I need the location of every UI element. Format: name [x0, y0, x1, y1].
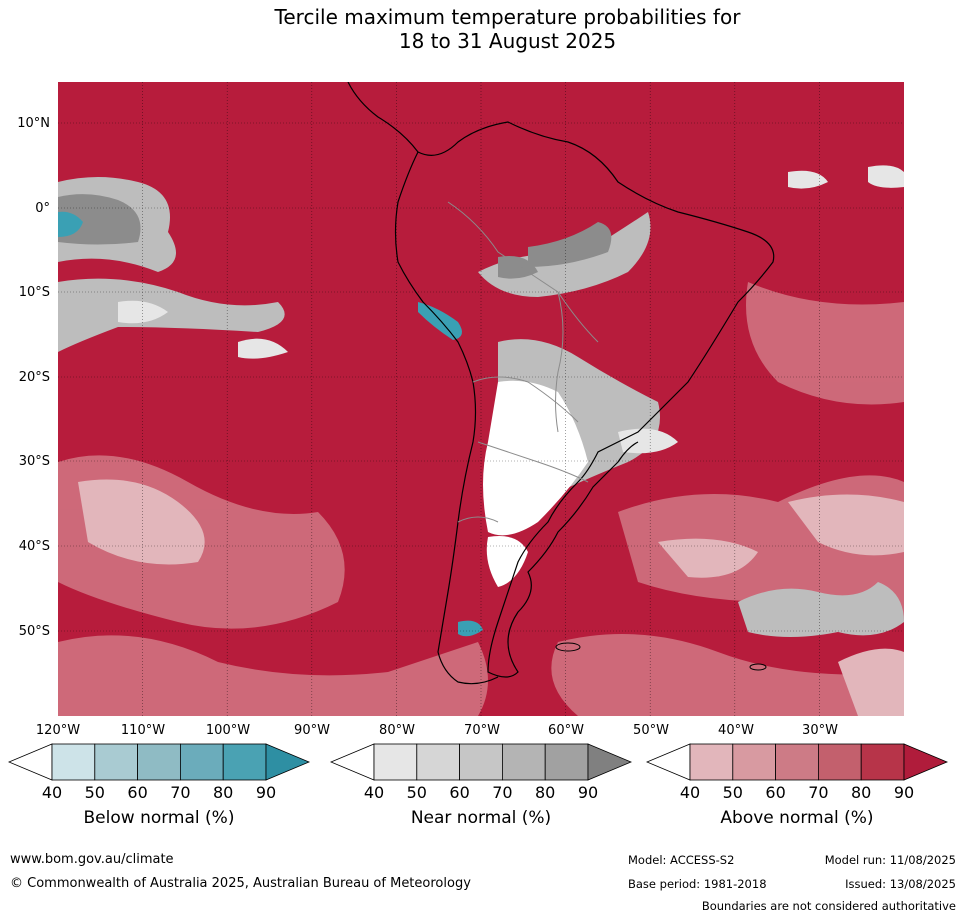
footer-copyright: © Commonwealth of Australia 2025, Austra…	[10, 876, 471, 891]
lat-label-40s: 40°S	[18, 539, 50, 554]
colorbar-segment	[544, 743, 589, 781]
footer-issued: Issued: 13/08/2025	[845, 877, 956, 891]
colorbar-segment	[416, 743, 461, 781]
colorbar-segment	[373, 743, 418, 781]
colorbar-tick-label: 60	[449, 783, 470, 802]
lon-label-90w: 90°W	[294, 723, 330, 738]
colorbar-tick-label: 90	[577, 783, 599, 802]
lat-label-0: 0°	[35, 201, 50, 216]
footer-disclaimer: Boundaries are not considered authoritat…	[701, 899, 956, 913]
lon-label-100w: 100°W	[205, 723, 251, 738]
colorbar-segment	[732, 743, 777, 781]
map-title: Tercile maximum temperature probabilitie…	[0, 5, 965, 53]
colorbar-extend-low	[646, 743, 691, 781]
colorbar-tick-label: 80	[535, 783, 556, 802]
title-line-2: 18 to 31 August 2025	[398, 29, 617, 53]
footer-website: www.bom.gov.au/climate	[10, 852, 174, 867]
colorbar-segment	[51, 743, 96, 781]
lat-label-10n: 10°N	[17, 116, 50, 131]
colorbar-segment	[501, 743, 546, 781]
near-normal-caption: Near normal (%)	[410, 808, 552, 828]
lat-label-10s: 10°S	[18, 285, 50, 300]
colorbar-tick-label: 90	[255, 783, 277, 802]
below-normal-colorbar	[8, 743, 310, 781]
white-regions	[483, 380, 588, 587]
colorbar-segment	[860, 743, 905, 781]
lat-label-30s: 30°S	[18, 454, 50, 469]
colorbar-segment	[775, 743, 819, 781]
graticule	[58, 82, 904, 716]
colorbar-extend-high	[587, 743, 632, 781]
near-normal-colorbar	[330, 743, 632, 781]
colorbar-tick-label: 50	[722, 783, 743, 802]
footer-model: Model: ACCESS-S2	[628, 853, 735, 867]
lon-label-110w: 110°W	[120, 723, 166, 738]
colorbar-tick-label: 50	[406, 783, 427, 802]
lon-label-60w: 60°W	[548, 723, 584, 738]
colorbar-segment	[817, 743, 862, 781]
colorbar-tick-label: 80	[851, 783, 872, 802]
lon-label-40w: 40°W	[718, 723, 754, 738]
above-normal-colorbar	[646, 743, 948, 781]
colorbar-tick-label: 60	[765, 783, 786, 802]
colorbar-tick-label: 70	[170, 783, 191, 802]
lat-label-20s: 20°S	[18, 370, 50, 385]
colorbar-segment	[94, 743, 139, 781]
lon-label-120w: 120°W	[35, 723, 81, 738]
colorbar-extend-high	[903, 743, 948, 781]
lat-label-50s: 50°S	[18, 624, 50, 639]
near-normal-dark	[58, 194, 612, 279]
colorbar-tick-label: 40	[363, 783, 385, 802]
colorbar-tick-label: 40	[679, 783, 701, 802]
colorbar-extend-low	[8, 743, 53, 781]
colorbar-tick-label: 60	[127, 783, 148, 802]
colorbar-tick-label: 80	[213, 783, 234, 802]
below-normal-regions	[58, 211, 483, 637]
colorbar-tick-label: 40	[41, 783, 63, 802]
colorbar-tick-label: 70	[492, 783, 513, 802]
footer-base-period: Base period: 1981-2018	[628, 877, 767, 891]
lon-label-80w: 80°W	[379, 723, 415, 738]
colorbar-segment	[222, 743, 267, 781]
colorbar-tick-label: 90	[893, 783, 915, 802]
above-light-regions	[78, 479, 904, 716]
footer-model-run: Model run: 11/08/2025	[824, 853, 956, 867]
above-normal-caption: Above normal (%)	[720, 808, 874, 828]
colorbar-tick-label: 50	[84, 783, 105, 802]
lon-label-30w: 30°W	[802, 723, 838, 738]
colorbar-tick-label: 70	[808, 783, 829, 802]
colorbar-extend-high	[265, 743, 310, 781]
colorbar-extend-low	[330, 743, 375, 781]
colorbar-segment	[689, 743, 734, 781]
colorbar-segment	[459, 743, 503, 781]
probability-map	[58, 82, 904, 716]
colorbar-segment	[179, 743, 224, 781]
below-normal-caption: Below normal (%)	[83, 808, 235, 828]
colorbar-segment	[137, 743, 181, 781]
coastline	[347, 82, 775, 685]
country-borders	[447, 201, 599, 523]
lon-label-50w: 50°W	[633, 723, 669, 738]
islands	[555, 642, 767, 671]
title-line-1: Tercile maximum temperature probabilitie…	[274, 5, 741, 29]
lon-label-70w: 70°W	[464, 723, 500, 738]
